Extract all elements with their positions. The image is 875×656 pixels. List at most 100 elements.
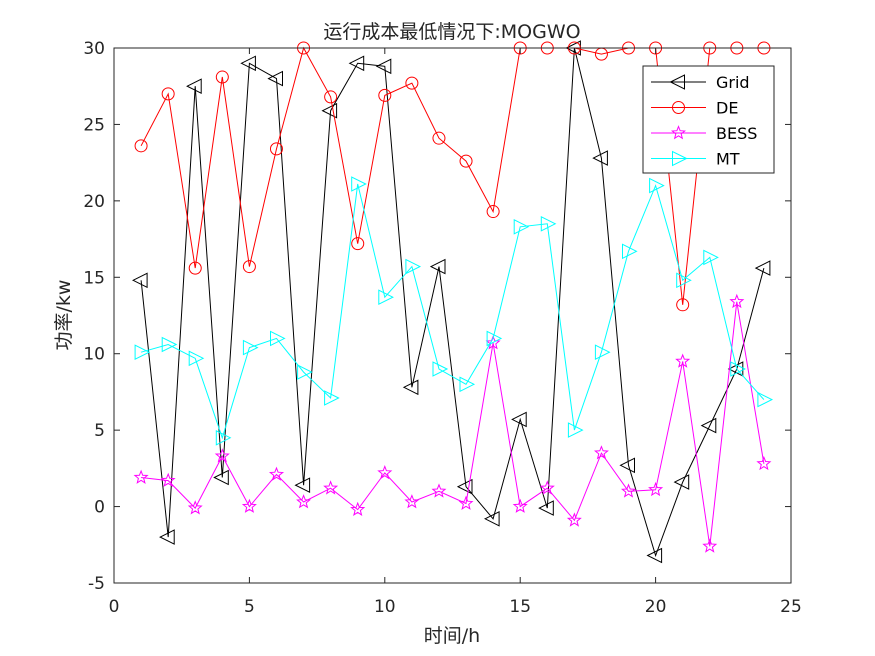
data-point-mt [161,336,178,353]
legend-item-mt: MT [651,150,740,169]
data-point-grid [538,500,554,516]
data-point-mt [567,422,584,438]
legend-label-mt: MT [716,150,740,169]
data-point-de [134,139,148,153]
x-tick-label: 10 [374,597,396,617]
y-tick-label: 15 [83,268,105,288]
data-point-mt [351,176,367,192]
legend-marker-de [672,101,685,114]
legend-marker-mt [672,150,688,167]
y-tick-label: -5 [88,574,105,594]
legend: Grid DE BESS MT [642,65,775,174]
data-point-mt [594,344,611,361]
legend-label-bess: BESS [716,124,757,143]
data-point-bess [675,353,691,368]
data-point-de [432,131,446,145]
data-point-mt [622,243,638,260]
series-line-bess [141,301,765,547]
data-point-bess [241,498,257,513]
data-point-grid [402,379,419,396]
data-point-grid [754,260,771,276]
data-point-bess [133,469,149,484]
x-axis-label: 时间/h [424,625,480,647]
data-point-bess [214,448,230,463]
data-point-grid [186,78,202,95]
data-point-bess [485,335,501,350]
y-tick-label: 20 [83,192,105,212]
data-point-de [242,260,256,274]
data-point-grid [375,58,392,75]
series-bess [133,293,772,553]
data-point-de [351,237,365,251]
legend-item-de: DE [651,99,738,118]
data-point-grid [348,55,365,72]
data-point-grid [240,55,256,72]
data-point-bess [593,445,609,460]
y-tick-label: 30 [83,39,105,59]
x-tick-label: 15 [509,597,531,617]
y-tick-label: 0 [94,498,105,518]
data-point-de [459,154,473,168]
data-point-mt [270,330,286,347]
data-point-bess [729,293,745,309]
data-point-bess [323,480,339,495]
y-axis-label: 功率/kw [53,280,75,351]
data-point-de [215,70,229,84]
plot-frame [113,47,792,584]
legend-marker-grid [669,74,685,90]
data-point-de [676,298,690,312]
data-point-de [405,76,419,90]
data-point-mt [540,215,557,232]
data-point-bess [160,472,176,487]
x-tick-label: 5 [244,597,255,617]
data-point-grid [429,258,446,275]
series-line-mt [140,183,765,440]
legend-label-grid: Grid [716,73,750,92]
y-tick-label: 5 [94,421,105,441]
data-point-mt [730,361,746,377]
data-point-mt [405,258,422,275]
data-point-grid [213,469,229,486]
axes-layer [113,47,792,584]
data-point-mt [486,330,503,347]
data-point-grid [131,272,148,289]
y-tick-label: 10 [83,345,105,365]
data-point-bess [756,455,772,471]
data-point-grid [267,70,283,87]
legend-item-bess: BESS [651,124,757,143]
legend-item-grid: Grid [651,73,750,92]
data-point-grid [700,417,717,434]
data-point-bess [458,495,474,510]
data-point-grid [619,457,635,474]
data-point-mt [378,289,394,306]
data-point-bess [566,512,582,527]
data-point-mt [703,249,719,266]
x-tick-label: 20 [645,597,667,617]
data-point-grid [511,411,527,428]
data-point-bess [404,494,420,509]
data-point-de [269,142,283,156]
x-tick-label: 25 [780,597,802,617]
data-point-grid [159,529,175,545]
data-point-mt [215,429,232,446]
data-point-de [324,90,338,104]
data-point-bess [296,494,311,509]
data-point-mt [242,339,259,356]
chart-title: 运行成本最低情况下:MOGWO [323,21,580,43]
data-point-mt [513,218,530,235]
data-point-grid [592,150,608,166]
data-point-mt [188,350,205,367]
data-point-de [188,261,202,275]
data-point-mt [432,361,449,377]
legend-marker-bess [671,125,686,140]
data-point-de [161,87,175,101]
legend-box [642,65,775,174]
series-mt [134,176,774,446]
data-point-grid [483,510,500,527]
data-point-mt [757,391,774,408]
data-point-grid [673,474,690,490]
y-tick-label: 25 [83,115,105,135]
data-point-mt [134,344,151,361]
